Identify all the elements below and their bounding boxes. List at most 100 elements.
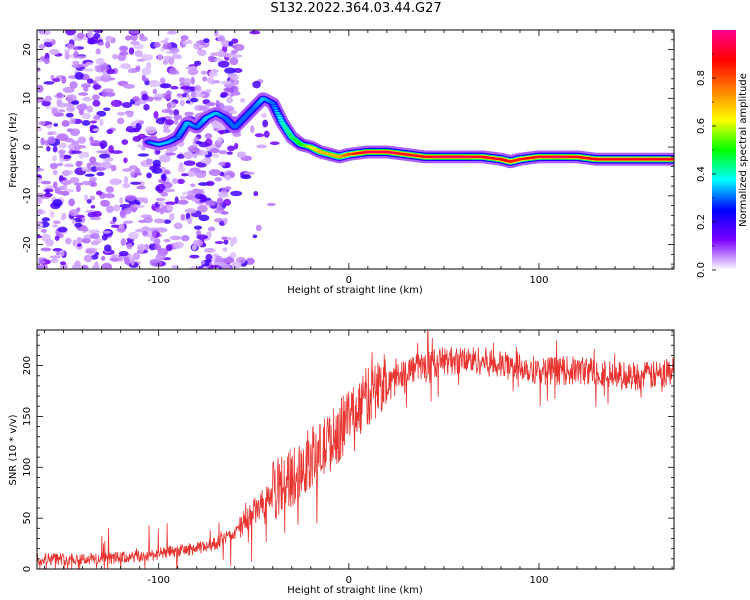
spectrogram-noise-blob xyxy=(174,196,179,205)
spectrogram-noise-blob xyxy=(40,228,48,233)
spectrogram-noise-blob xyxy=(37,264,48,269)
spectrogram-noise-blob xyxy=(62,86,75,93)
spectrogram-noise-blob xyxy=(71,100,80,105)
spectrogram-noise-blob xyxy=(48,48,60,56)
spectrogram-noise-blob xyxy=(95,190,103,196)
spectrogram-noise-blob xyxy=(168,57,175,66)
spectrogram-noise-blob xyxy=(64,237,72,245)
spectrogram-ridge-cell xyxy=(274,111,281,114)
spectrogram-noise-blob xyxy=(89,156,97,164)
spectrogram-noise-blob xyxy=(86,78,94,84)
spectrogram-noise-blob xyxy=(142,77,149,82)
spectrogram-noise-blob xyxy=(214,177,223,182)
spectrogram-noise-blob xyxy=(121,102,133,108)
spectrogram-noise-blob xyxy=(185,100,191,104)
spectrogram-noise-blob xyxy=(181,235,190,242)
spectrogram-noise-blob xyxy=(168,67,177,75)
snr-xtick-label: 100 xyxy=(529,575,548,586)
spectrogram-noise-blob xyxy=(135,66,140,71)
spectrogram-noise-blob xyxy=(245,257,255,265)
spectrogram-noise-blob xyxy=(57,190,69,195)
spectrogram-noise-blob xyxy=(84,194,89,202)
spectrogram-noise-blob xyxy=(58,142,67,149)
spectrogram-noise-blob xyxy=(85,248,96,254)
spectrogram-noise-blob xyxy=(153,111,159,119)
spectrogram-noise-blob xyxy=(117,117,125,125)
spectrogram-noise-blob xyxy=(128,165,138,170)
spectrogram-noise-blob xyxy=(176,178,185,185)
spectrogram-ytick-label: 20 xyxy=(22,43,33,56)
spectrogram-noise-blob xyxy=(80,83,91,88)
spectrogram-noise-blob xyxy=(243,171,256,175)
spectrogram-ridge-cell xyxy=(174,136,181,139)
spectrogram-noise-blob xyxy=(210,153,220,158)
spectrogram-noise-blob xyxy=(76,236,83,244)
spectrogram-noise-blob xyxy=(230,239,235,247)
spectrogram-noise-blob xyxy=(99,153,111,159)
spectrogram-noise-blob xyxy=(81,237,91,244)
spectrogram-noise-blob xyxy=(229,57,239,66)
spectrogram-noise-blob xyxy=(129,30,140,35)
spectrogram-noise-blob xyxy=(169,235,182,241)
spectrogram-noise-blob xyxy=(165,244,173,252)
spectrogram-noise-blob xyxy=(167,30,178,35)
spectrogram-noise-blob xyxy=(74,260,81,267)
snr-frame xyxy=(36,329,675,570)
spectrogram-noise-blob xyxy=(228,110,238,115)
spectrogram-noise-blob xyxy=(123,220,134,224)
spectrogram-noise-blob xyxy=(57,149,66,155)
spectrogram-noise-blob xyxy=(102,157,113,162)
spectrogram-noise-blob xyxy=(60,261,67,266)
spectrogram-noise-blob xyxy=(197,49,207,56)
spectrogram-noise-blob xyxy=(137,153,150,157)
spectrogram-noise-blob xyxy=(190,91,197,99)
spectrogram-noise-blob xyxy=(141,93,149,101)
spectrogram-noise-blob xyxy=(209,147,220,154)
spectrogram-noise-blob xyxy=(230,190,243,197)
spectrogram-noise-blob xyxy=(41,30,51,36)
spectrogram-noise-blob xyxy=(164,169,171,175)
spectrogram-noise-blob xyxy=(37,208,43,215)
spectrogram-noise-blob xyxy=(91,94,100,101)
spectrogram-noise-blob xyxy=(65,94,77,101)
spectrogram-noise-blob xyxy=(125,194,137,202)
spectrogram-noise-blob xyxy=(162,128,171,134)
spectrogram-noise-blob xyxy=(86,162,92,169)
spectrogram-noise-blob xyxy=(127,69,134,74)
spectrogram-noise-blob xyxy=(37,67,41,72)
spectrogram-noise-blob xyxy=(138,219,147,223)
colorbar: 0.0 0.2 0.4 0.6 0.8 Normalized spectral ampl… xyxy=(696,30,749,278)
spectrogram-noise-blob xyxy=(200,159,208,164)
spectrogram-noise-blob xyxy=(122,168,133,172)
spectrogram-noise-blob xyxy=(176,93,183,97)
spectrogram-ridge-cell xyxy=(273,109,280,112)
spectrogram-noise-blob xyxy=(86,105,93,113)
spectrogram-noise-blob xyxy=(223,87,233,93)
spectrogram-ridge-cell xyxy=(178,130,185,133)
spectrogram-noise-blob xyxy=(205,253,213,262)
spectrogram-noise-blob xyxy=(150,79,158,84)
spectrogram-noise-blob xyxy=(209,264,220,269)
spectrogram-noise-blob xyxy=(50,257,59,264)
spectrogram-noise-blob xyxy=(81,180,93,186)
spectrogram-noise-blob xyxy=(82,96,92,102)
spectrogram-noise-blob xyxy=(89,216,102,221)
spectrogram-noise-blob xyxy=(49,162,58,170)
spectrogram-noise-blob xyxy=(105,40,111,49)
spectrogram-noise-blob xyxy=(180,213,185,221)
spectrogram-noise-blob xyxy=(205,89,212,93)
spectrogram-noise-blob xyxy=(40,247,52,252)
spectrogram-noise-blob xyxy=(227,145,236,152)
spectrogram-noise-blob xyxy=(255,224,262,232)
spectrogram-noise-blob xyxy=(43,192,53,198)
spectrogram-noise-blob xyxy=(99,140,108,149)
spectrogram-noise-blob xyxy=(56,133,69,142)
spectrogram-noise-blob xyxy=(120,63,132,70)
spectrogram-noise-blob xyxy=(164,152,177,156)
spectrogram-noise-blob xyxy=(43,38,53,43)
spectrogram-noise-blob xyxy=(219,221,226,227)
spectrogram-ridge-cell xyxy=(285,130,292,133)
spectrogram-ridge-cell xyxy=(177,132,184,135)
spectrogram-noise-blob xyxy=(180,35,189,41)
spectrogram-noise-blob xyxy=(96,171,105,176)
